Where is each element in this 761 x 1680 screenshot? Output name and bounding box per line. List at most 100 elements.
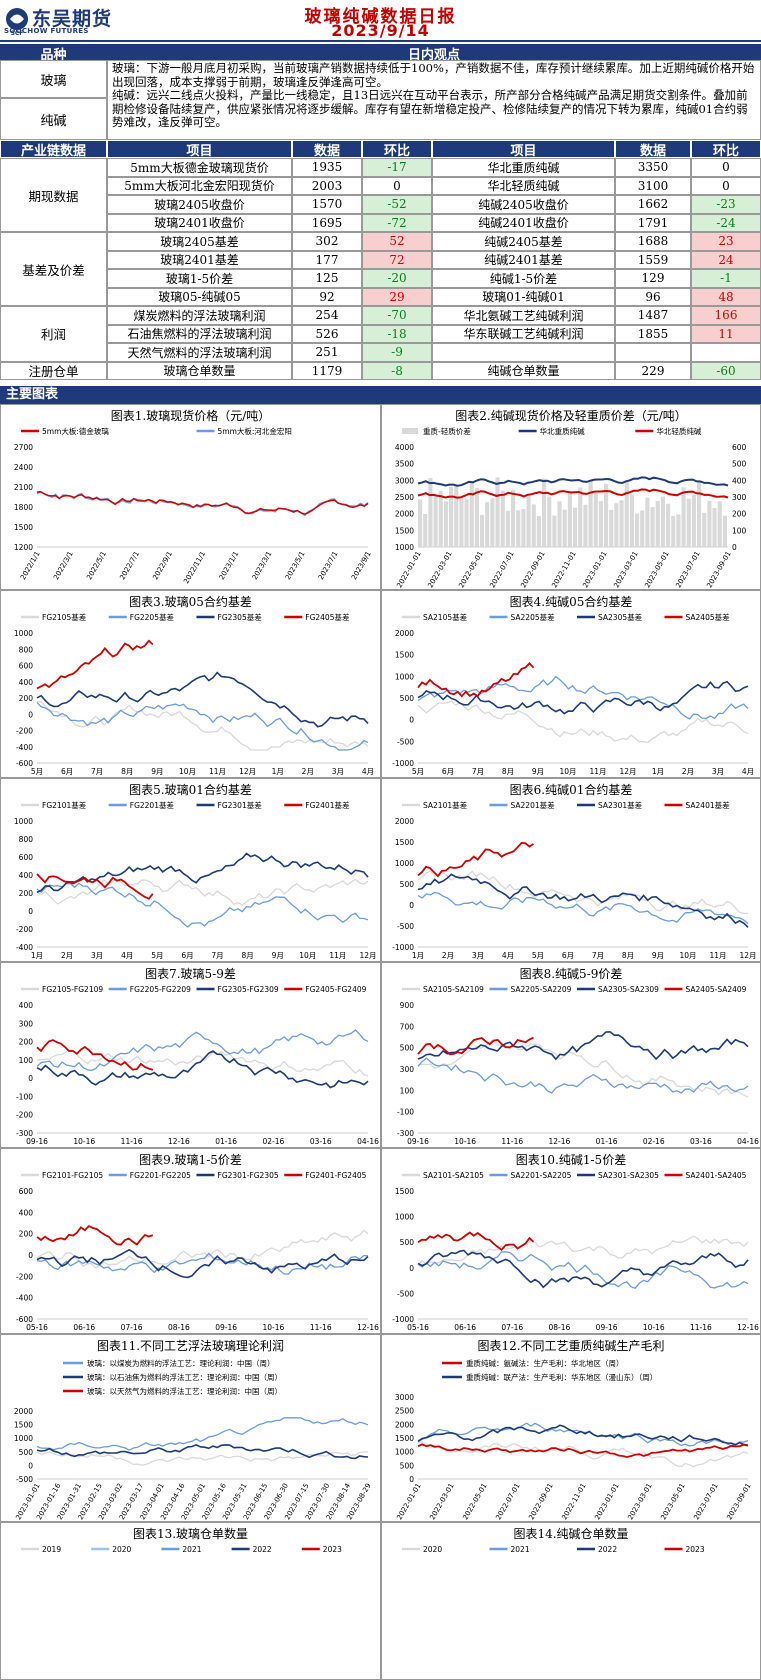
legend-label: SA2105基差 <box>423 612 468 622</box>
table-cell: 251 <box>292 343 362 362</box>
y-tick-label: 2000 <box>14 1407 33 1416</box>
y-tick-label: 0 <box>409 716 414 725</box>
chart-svg: SA2105基差 SA2205基差 SA2305基差 SA2405基差 2000 1500… <box>392 612 754 776</box>
table-cell: 1487 <box>615 306 691 325</box>
x-tick-label: 1月 <box>412 951 424 960</box>
legend-label: 2022 <box>253 1545 272 1554</box>
table-cell: 纯碱2405收盘价 <box>432 195 615 214</box>
x-tick-label: 2023/3/1 <box>251 550 274 581</box>
chart-title: 图表14.纯碱仓单数量 <box>513 1527 629 1541</box>
y-tick-label: -300 <box>16 1129 33 1138</box>
series-line <box>417 1231 535 1252</box>
table-cell: 0 <box>362 176 432 195</box>
x-tick-label: 11-16 <box>121 1137 143 1146</box>
bar-mark <box>552 515 557 547</box>
y-tick-label: -500 <box>397 737 414 746</box>
x-tick-label: 02-16 <box>643 1137 665 1146</box>
series-line <box>417 1424 749 1446</box>
chart-svg: 5mm大板:德金玻璃 5mm大板:河北金宏阳 2700 2400 2100 1800 150… <box>14 426 373 585</box>
legend-label: SA2205-SA2209 <box>511 985 572 994</box>
y-tick-label: 1500 <box>395 838 414 847</box>
table-cell: 1662 <box>615 195 691 214</box>
x-tick-label: 07-16 <box>501 1323 523 1332</box>
table-cell: 玻璃2401基差 <box>107 250 292 269</box>
y-tick-label: -400 <box>16 743 33 752</box>
y-tick-label: 1000 <box>395 1448 414 1457</box>
series-line <box>417 675 749 720</box>
bar-mark <box>588 480 593 547</box>
bar-mark <box>697 480 702 547</box>
table-cell: 1935 <box>292 158 362 177</box>
x-tick-label: 2月 <box>442 951 454 960</box>
table-cell <box>615 343 691 362</box>
bar-mark <box>619 500 624 547</box>
x-tick-label: 04-16 <box>737 1137 759 1146</box>
y-tick-label: 2100 <box>14 483 33 492</box>
y-tick-label: 1000 <box>395 859 414 868</box>
y-tick-label: 400 <box>19 1208 34 1217</box>
chart-svg: SA2101基差 SA2201基差 SA2301基差 SA2401基差 2000 1500… <box>392 800 756 960</box>
y-tick-label: 700 <box>400 1022 415 1031</box>
x-tick-label: 06-16 <box>73 1323 95 1332</box>
bar-mark <box>428 478 433 547</box>
y-tick-label: -200 <box>16 1272 33 1281</box>
bar-mark <box>531 504 536 547</box>
y-tick-label: 0 <box>409 1475 414 1484</box>
y-tick-label: 500 <box>400 694 415 703</box>
table-cell: 1688 <box>615 232 691 251</box>
chart-title: 图表5.玻璃01合约基差 <box>129 783 252 797</box>
y-tick-label: 1000 <box>395 543 414 552</box>
table-cell: 玻璃2401收盘价 <box>107 213 292 232</box>
bar-mark <box>666 503 671 547</box>
x-tick-label: 6月 <box>181 951 193 960</box>
table-cell: -52 <box>362 195 432 214</box>
y-tick-label: -100 <box>397 1108 414 1117</box>
x-tick-label: 10月 <box>299 951 316 960</box>
x-tick-label: 4月 <box>362 767 374 776</box>
y-tick-label: -1000 <box>392 1315 414 1324</box>
x-tick-label: 9月 <box>652 951 664 960</box>
bar-mark <box>686 498 691 547</box>
legend-label: 玻璃：以煤炭为燃料的浮法工艺：理论利润：中国（周） <box>87 1358 275 1368</box>
legend-label: FG2105基差 <box>42 612 87 622</box>
bar-mark <box>624 481 629 547</box>
report-date: 2023/9/14 <box>331 21 430 40</box>
y-tick-label: 4000 <box>395 443 414 452</box>
chart-title: 图表4.纯碱05合约基差 <box>509 595 633 609</box>
chart-svg: FG2105基差 FG2205基差 FG2305基差 FG2405基差 1000 800 6… <box>14 612 374 776</box>
legend-label: FG2305基差 <box>218 612 263 622</box>
bar-mark <box>629 494 634 547</box>
legend-label: FG2105-FG2109 <box>42 985 103 994</box>
x-tick-label: 11-16 <box>690 1323 712 1332</box>
series-line <box>36 1050 369 1089</box>
legend-label: SA2401-SA2405 <box>686 1171 747 1180</box>
series-line <box>417 1036 534 1056</box>
chart-title: 图表8.纯碱5-9价差 <box>519 967 623 981</box>
series-line <box>36 873 154 900</box>
y-tick-label: 0 <box>28 907 33 916</box>
x-tick-label: 2022-03-01 <box>428 1482 455 1521</box>
y-tick-label: 1000 <box>395 672 414 681</box>
x-tick-label: 2023-03-01 <box>612 550 639 589</box>
x-tick-label: 2023/7/1 <box>317 550 340 581</box>
table-cell: 煤炭燃料的浮法玻璃利润 <box>107 306 292 325</box>
report-header: SCF 东吴期货 SOOCHOW FUTURES 玻璃纯碱数据日报 2023/9… <box>0 0 761 42</box>
soda-variety: 纯碱 <box>0 98 107 140</box>
x-tick-label: 08-16 <box>549 1323 571 1332</box>
y-tick-label: 500 <box>400 880 415 889</box>
table-cell: -8 <box>362 361 432 380</box>
x-tick-label: 2022/11/1 <box>182 550 207 585</box>
x-tick-label: 05-16 <box>407 1323 429 1332</box>
x-tick-label: 7月 <box>592 951 604 960</box>
y-tick-label: 0 <box>409 901 414 910</box>
series-line <box>36 1225 154 1246</box>
chart-svg: 重质纯碱：氨碱法：生产毛利：华北地区（周） 重质纯碱：联产法：生产毛利：华东地区（… <box>395 1358 753 1521</box>
logo-chinese: 东吴期货 <box>32 8 113 30</box>
table-cell: 92 <box>292 287 362 306</box>
table-cell: 5mm大板德金玻璃现货价 <box>107 158 292 177</box>
bar-mark <box>722 515 727 547</box>
x-tick-label: 2023-09-01 <box>725 1482 752 1521</box>
legend-label: 2022 <box>598 1545 617 1554</box>
series-line <box>417 1422 749 1447</box>
y2-tick-label: 600 <box>732 443 747 452</box>
